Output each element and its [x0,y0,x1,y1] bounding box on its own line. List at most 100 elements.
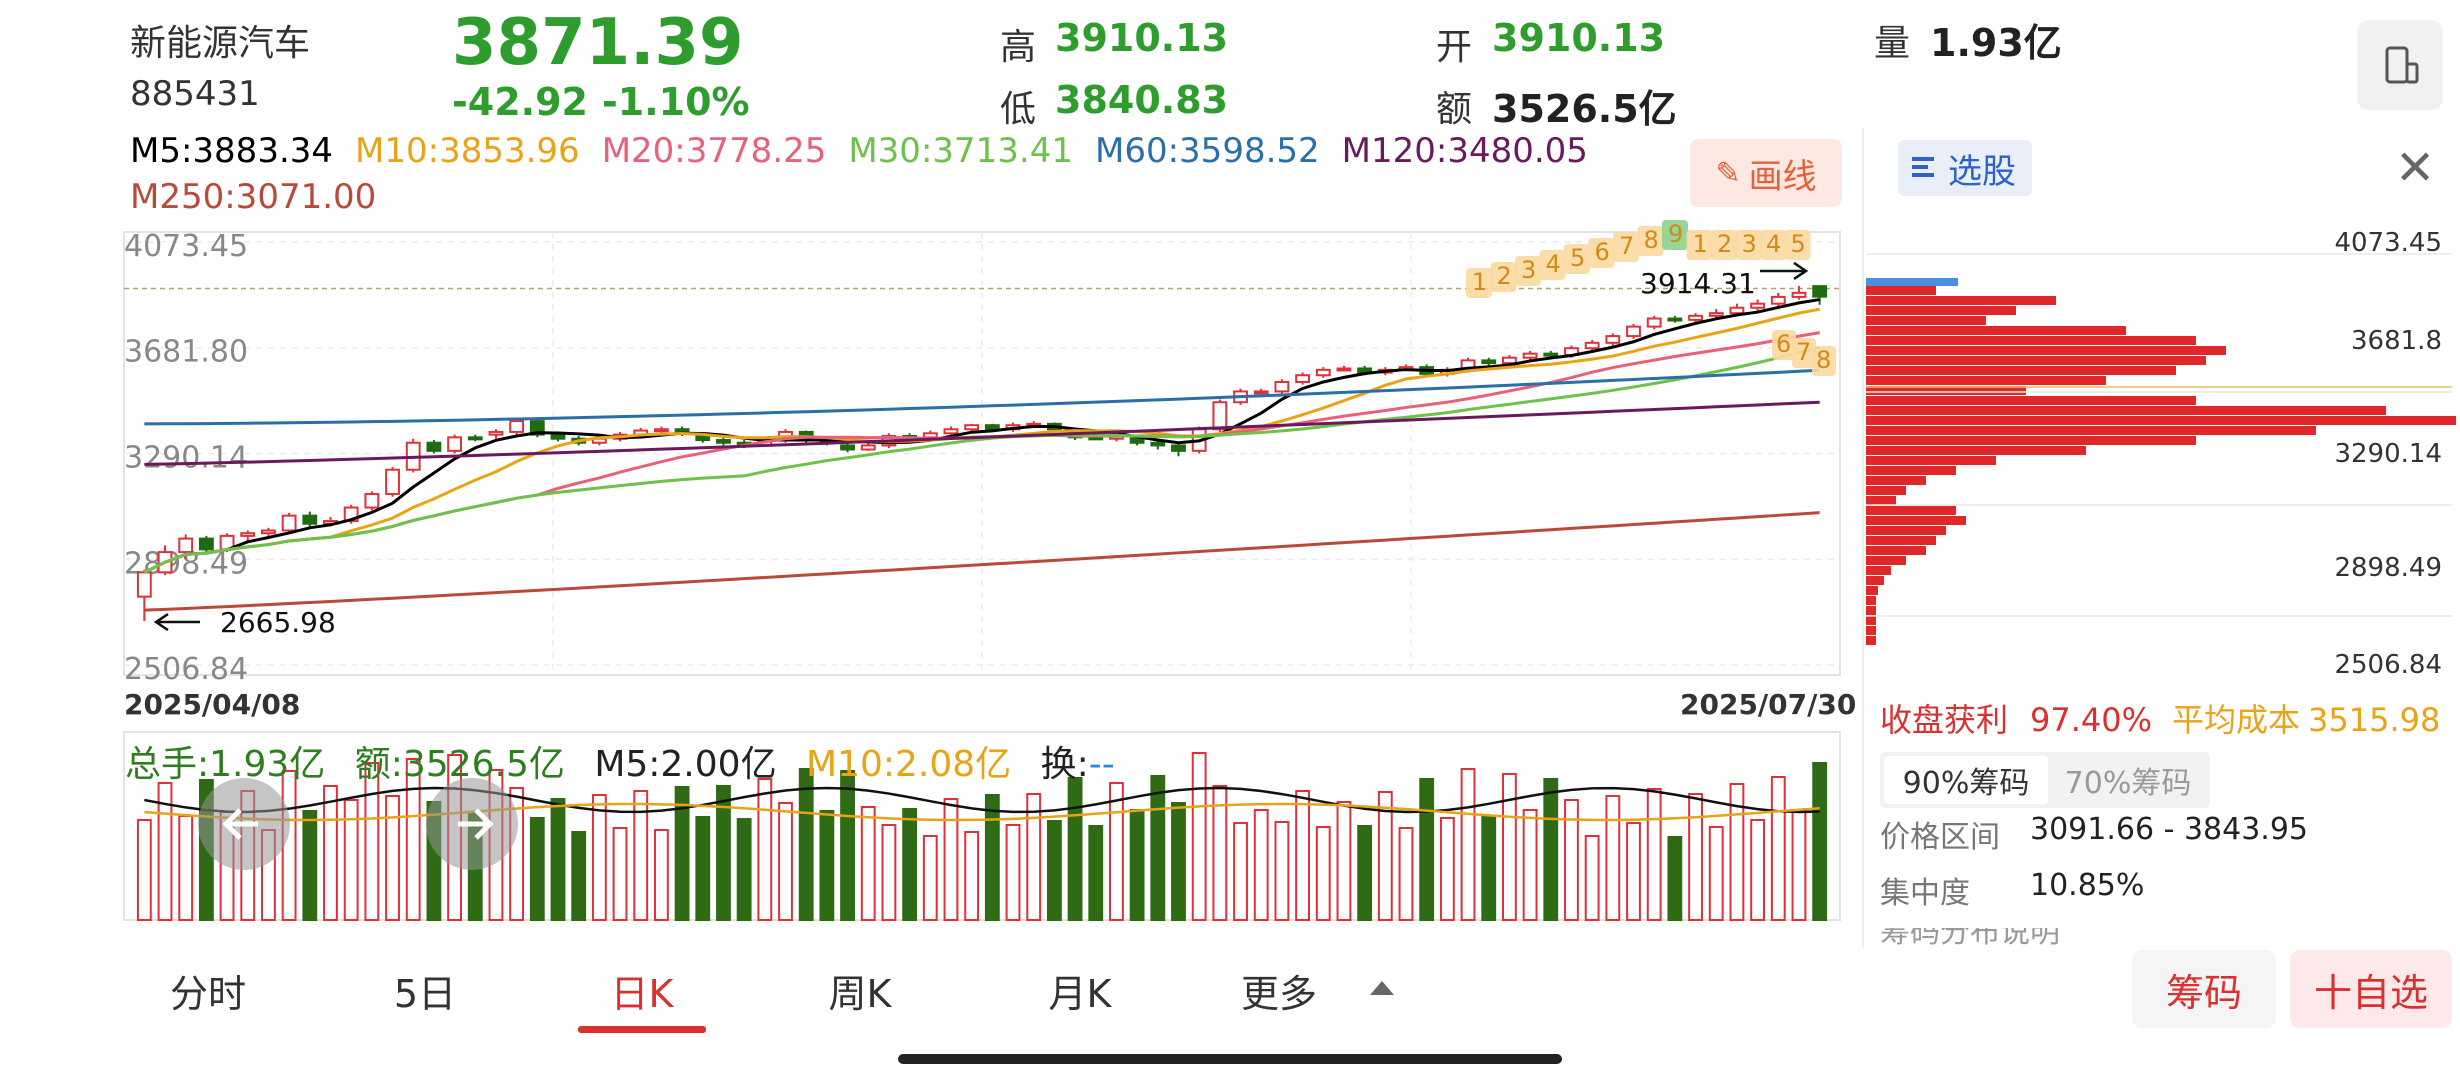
volume-frame [123,731,1841,921]
ma-legend-item: M20:3778.25 [601,131,827,171]
candle-body [1729,306,1745,315]
chip-bar [1866,476,1926,485]
candle-body [426,441,442,452]
seq-badge [1662,220,1688,250]
candle-body [1667,317,1683,322]
y-tick-label: 3290.14 [124,441,248,476]
tab-monthly-k[interactable]: 月K [1048,972,1112,1016]
chip-bar [1866,386,2026,395]
open-value: 3910.13 [1492,16,1666,60]
stock-code: 885431 [130,74,260,114]
chip-distribution-panel [1862,128,2460,948]
volume-bar [964,831,980,921]
candle-body [1605,335,1621,344]
volume-bar [1336,801,1352,921]
candle-body [1481,359,1497,365]
arrow-left-icon [222,808,258,840]
ma120-line [144,400,1820,466]
volume-bar [1688,793,1703,921]
candle-body [488,430,504,436]
candle-body [447,436,462,452]
annotation-high: 3914.31 [1640,267,1756,300]
draw-line-button[interactable]: ✎ 画线 [1690,139,1842,207]
chip-bar [1866,576,1884,585]
profit-label: 收盘获利 [1880,701,2009,739]
volume-bar [1419,778,1435,921]
seq-label: 9 [1668,220,1683,248]
chip-bar [1866,526,1946,535]
volume-bar [1377,791,1393,921]
volume-bar [1109,782,1124,921]
volume-bar [716,785,731,921]
seq-badge [1735,230,1762,260]
chip-bar [1866,366,2176,375]
list-icon [1912,157,1934,177]
candle-body [1150,441,1166,447]
chip-bar [1866,356,2206,365]
candle-body [1708,312,1724,317]
volume-bar [798,768,814,921]
kline-chart[interactable]: 4073.453681.803290.142898.492506.843914.… [0,0,1850,940]
rotate-screen-button[interactable] [2357,20,2443,110]
chip-price-label: 3681.8 [2351,326,2442,356]
chip-explain-link[interactable]: 筹码分布说明 [1880,928,2060,946]
seg-90-button[interactable]: 90%筹码 [1884,756,2048,804]
close-icon[interactable]: ✕ [2395,140,2436,196]
candle-body [943,428,959,435]
volume-bar [922,835,938,921]
seq-label: 4 [1546,250,1561,278]
quote-header: 新能源汽车 885431 3871.39 -42.92 -1.10% 高 391… [0,0,2460,131]
seq-label: 3 [1521,256,1536,284]
volume-legend: 总手:1.93亿 额:3526.5亿 M5:2.00亿 M10:2.08亿 换:… [125,735,1133,787]
volume-bar [1543,778,1559,921]
prev-arrow-button[interactable] [198,778,290,870]
next-arrow-button[interactable] [426,778,518,870]
volume-bar [591,794,607,921]
chip-bar [1866,486,1906,495]
chips-button[interactable]: 筹码 [2132,950,2276,1028]
volume-bar [550,798,566,921]
seq-label: 1 [1693,230,1708,258]
tab-intraday[interactable]: 分时 [169,972,246,1016]
volume-bar [1564,799,1579,921]
chip-bar [1866,586,1878,595]
high-value: 3910.13 [1055,16,1229,60]
volume-bar [881,824,897,921]
amount-value: 3526.5亿 [1492,87,1677,131]
candle-body [1253,390,1269,395]
profit-value: 97.40% [2030,701,2153,739]
candle-body [840,444,855,451]
seq-label: 7 [1796,338,1811,366]
volume-bar [1026,793,1042,921]
stock-pick-button[interactable]: 选股 [1898,140,2032,196]
volume-bar [1729,783,1745,921]
volume-bar [1171,802,1186,921]
y-tick-label: 3681.80 [124,335,248,370]
seq-badge [1613,232,1639,262]
home-indicator [898,1054,1562,1064]
turnover-label: 换: [1040,744,1089,785]
seq-label: 8 [1644,226,1659,254]
seq-label: 2 [1717,230,1732,258]
chip-price-label: 2506.84 [2334,650,2442,680]
volume-bar [902,808,918,921]
volume-bar [1522,809,1538,921]
tab-5day[interactable]: 5日 [393,972,457,1016]
volume-bar [674,786,690,921]
tab-more[interactable]: 更多 [1240,972,1317,1016]
volume-bar [1812,762,1828,921]
tab-weekly-k[interactable]: 周K [828,972,892,1016]
caret-up-icon[interactable] [1368,977,1396,1001]
low-label: 低 [1000,89,1037,130]
volume-bar [364,762,380,921]
tab-daily-k[interactable]: 日K [610,972,674,1016]
add-watchlist-button[interactable]: 十自选 [2290,950,2452,1028]
chip-bar [1866,436,2196,445]
seg-70-button[interactable]: 70%筹码 [2064,766,2192,801]
seq-badge [1588,238,1615,268]
volume-bar [612,827,628,921]
candle-body [1646,317,1662,328]
volume-total: 总手:1.93亿 [125,744,326,785]
pencil-icon: ✎ [1715,155,1741,191]
turnover-value: -- [1088,744,1115,785]
